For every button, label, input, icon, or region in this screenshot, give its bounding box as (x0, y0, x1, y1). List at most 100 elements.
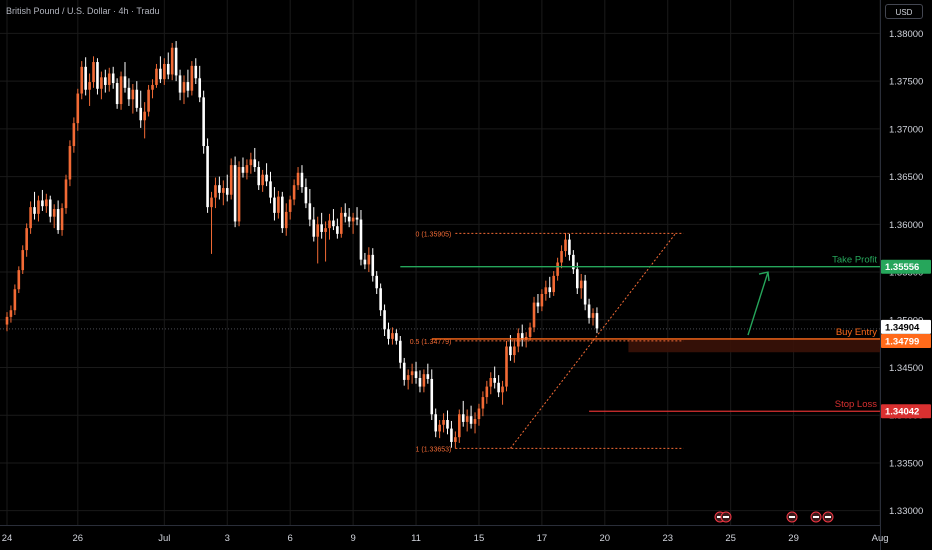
candle-body (198, 78, 202, 98)
candle-body (292, 185, 296, 200)
y-tick-label: 1.37500 (889, 77, 923, 88)
candle-body (147, 89, 150, 112)
candle-body (56, 209, 60, 231)
candle-body (300, 172, 304, 188)
candle-body (552, 275, 555, 293)
take-profit-label: Take Profit (832, 255, 877, 266)
candle-body (178, 75, 182, 93)
candle-body (163, 63, 166, 80)
projection-arrow-line (747, 271, 769, 336)
candle-body (210, 197, 213, 208)
candle-body (591, 313, 595, 318)
candle-body (80, 66, 84, 94)
candle-body (328, 220, 331, 229)
candle-body (72, 123, 76, 147)
candle-body (418, 378, 422, 387)
candle-body (367, 254, 371, 265)
candle-body (253, 159, 257, 168)
candle-body (513, 346, 516, 356)
x-tick-label: 17 (537, 533, 548, 544)
candle-body (64, 179, 68, 209)
candle-body (48, 199, 52, 217)
candle-body (316, 224, 320, 237)
candle-body (237, 167, 241, 222)
candle-body (190, 65, 194, 91)
fib-trend-line (510, 233, 677, 449)
candle-body (68, 146, 72, 180)
stop-loss-tag-value: 1.34042 (885, 407, 919, 418)
candle-body (532, 302, 536, 328)
candle-body (379, 288, 382, 311)
x-tick-label: 15 (474, 533, 485, 544)
candle-body (501, 386, 504, 393)
candle-body (395, 333, 398, 341)
candle-body (414, 371, 418, 378)
candle-body (111, 73, 115, 84)
candle-body (37, 200, 40, 214)
candle-body (281, 196, 284, 229)
candle-body (595, 313, 599, 329)
candle-body (194, 65, 198, 79)
candle-body (119, 76, 123, 105)
candle-body (241, 167, 245, 173)
candle-body (391, 333, 394, 339)
y-tick-label: 1.36000 (889, 220, 923, 231)
candle-body (548, 287, 552, 293)
candle-body (100, 77, 103, 89)
currency-selector[interactable]: USD (885, 4, 923, 19)
candle-body (336, 226, 339, 234)
candle-body (92, 62, 95, 83)
candle-body (222, 188, 225, 193)
candle-body (469, 416, 473, 424)
buy-entry-tag-value: 1.34799 (885, 336, 919, 347)
candle-body (536, 302, 540, 307)
candle-body (127, 87, 131, 100)
candle-body (473, 419, 477, 424)
x-tick-label: Jul (158, 533, 170, 544)
candle-body (170, 47, 174, 75)
event-flag-stripe (717, 516, 723, 518)
y-tick-label: 1.38000 (889, 29, 923, 40)
event-flag-stripe (789, 516, 795, 518)
candle-body (229, 165, 233, 195)
candle-body (568, 239, 571, 255)
candle-body (359, 219, 363, 260)
candle-body (41, 200, 44, 207)
candle-body (442, 420, 445, 425)
candle-body (454, 437, 457, 442)
candle-body (406, 375, 410, 380)
candle-body (159, 68, 162, 80)
candle-body (481, 397, 485, 409)
candle-body (564, 239, 567, 252)
candle-body (560, 251, 563, 263)
candle-body (5, 316, 9, 325)
x-tick-label: 23 (662, 533, 673, 544)
take-profit-tag-value: 1.35556 (885, 262, 919, 273)
candle-body (544, 287, 548, 294)
candle-body (13, 289, 17, 311)
candle-body (115, 83, 119, 105)
candle-body (155, 68, 158, 85)
candle-body (516, 333, 520, 347)
candle-body (520, 333, 524, 340)
candle-body (320, 224, 323, 232)
candle-body (410, 371, 414, 376)
candle-body (166, 63, 170, 75)
candle-body (324, 228, 327, 232)
candle-body (45, 199, 48, 207)
candle-body (308, 203, 312, 220)
buy-entry-label: Buy Entry (836, 327, 877, 338)
candle-body (347, 216, 351, 222)
candle-body (265, 174, 268, 182)
candle-body (461, 414, 465, 422)
candle-body (249, 159, 253, 166)
candle-body (225, 188, 229, 195)
event-flag-stripe (825, 516, 831, 518)
candle-body (332, 220, 335, 227)
candle-body (505, 346, 508, 387)
projection-arrow-head (758, 271, 770, 282)
candle-body (371, 254, 375, 276)
candle-body (575, 269, 579, 289)
event-flag-stripe (723, 516, 729, 518)
